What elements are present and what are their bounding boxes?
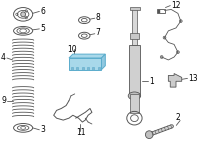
Polygon shape [168,74,182,87]
Polygon shape [69,54,105,58]
Polygon shape [101,54,105,70]
Text: 2: 2 [176,113,181,122]
Text: 3: 3 [40,125,45,134]
Bar [82,67,84,70]
Bar [87,67,89,70]
Text: 5: 5 [40,24,45,33]
Circle shape [179,20,182,23]
Bar [130,7,140,10]
FancyArrowPatch shape [152,126,172,134]
Text: 6: 6 [40,7,45,16]
Text: 13: 13 [188,74,198,83]
Text: 1: 1 [149,77,154,86]
Text: 4: 4 [1,54,6,62]
Text: 7: 7 [96,28,101,37]
Bar [132,9,137,45]
FancyArrowPatch shape [152,126,172,134]
Text: 11: 11 [76,128,85,137]
Circle shape [145,131,153,138]
Bar [130,94,139,113]
Bar [92,67,94,70]
Ellipse shape [128,92,141,100]
Bar [71,67,73,70]
Text: 9: 9 [1,96,6,105]
Text: 8: 8 [96,13,100,22]
Bar [130,33,139,39]
Circle shape [163,36,166,39]
Polygon shape [69,58,101,70]
Circle shape [21,12,26,17]
Bar [129,45,140,96]
Circle shape [160,56,163,59]
Bar [157,9,165,13]
Text: 10: 10 [67,45,77,54]
Text: 12: 12 [171,1,181,10]
Bar [76,67,78,70]
Bar [158,10,160,13]
Circle shape [176,51,179,54]
Bar [98,67,100,70]
